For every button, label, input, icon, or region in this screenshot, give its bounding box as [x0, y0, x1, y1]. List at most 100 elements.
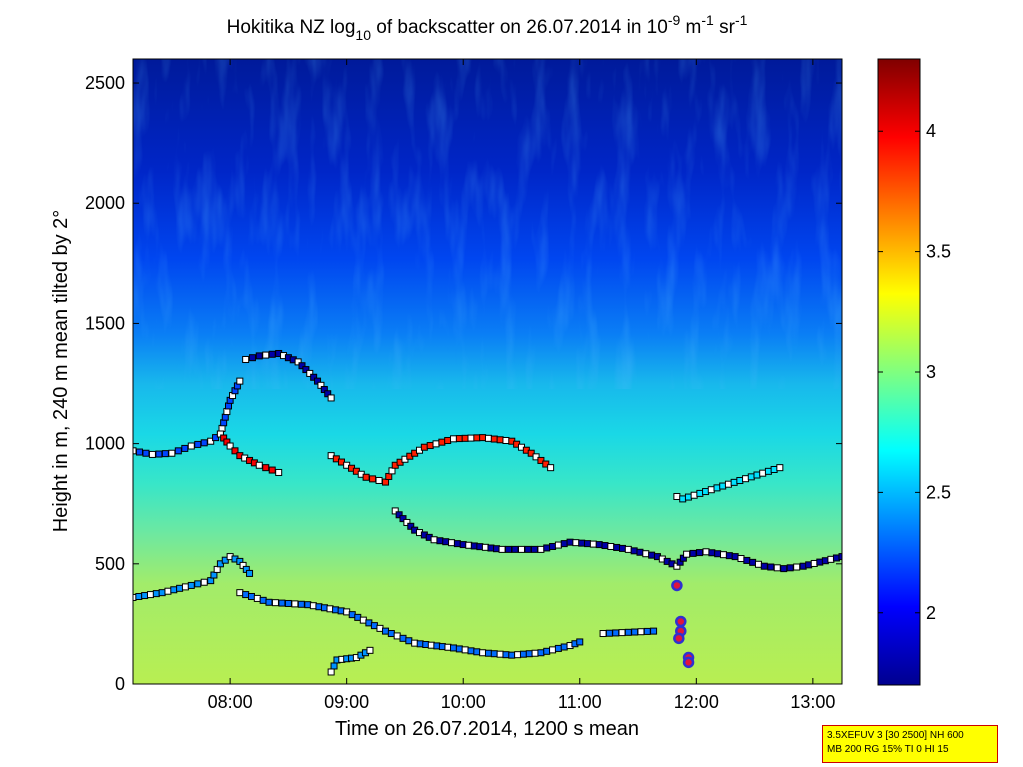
layer-marker [731, 553, 739, 561]
layer-marker [714, 550, 722, 558]
layer-marker [194, 580, 202, 588]
layer-marker [560, 540, 568, 548]
layer-marker [605, 629, 613, 637]
layer-marker [838, 553, 842, 561]
layer-marker [231, 447, 239, 455]
layer-marker [170, 586, 178, 594]
layer-marker [242, 591, 250, 599]
x-tick-label: 12:00 [674, 692, 719, 712]
layer-marker [612, 629, 620, 637]
layer-marker [453, 540, 461, 548]
layer-marker [643, 627, 651, 635]
layer-marker [675, 615, 687, 628]
layer-marker [490, 650, 498, 658]
layer-marker [511, 545, 519, 553]
layer-marker [467, 647, 475, 655]
layer-marker [601, 542, 609, 550]
layer-marker [455, 645, 463, 653]
layer-marker [724, 480, 732, 488]
layer-marker [200, 439, 208, 447]
y-tick-label: 1000 [85, 434, 125, 454]
layer-marker [473, 434, 481, 442]
layer-marker [194, 440, 202, 448]
layer-marker [200, 578, 208, 586]
layer-markers [133, 349, 842, 676]
colorbar: 2 2.5 3 3.5 4 [877, 58, 951, 686]
layer-marker [607, 543, 615, 550]
layer-marker [246, 569, 254, 577]
layer-marker [248, 354, 256, 362]
layer-marker [537, 456, 545, 464]
layer-marker [210, 571, 218, 579]
colorbar-tick-label: 3 [926, 362, 936, 382]
layer-marker [155, 450, 163, 458]
layer-marker [253, 594, 261, 602]
layer-marker [187, 442, 195, 450]
layer-marker [786, 564, 794, 572]
layer-marker [637, 628, 645, 636]
layer-marker [484, 434, 492, 442]
colorbar-tick-label: 2.5 [926, 482, 951, 502]
layer-marker [543, 647, 551, 655]
layer-marker [221, 413, 229, 421]
colorbar-gradient [878, 59, 920, 685]
layer-marker [689, 549, 697, 557]
layer-marker [362, 473, 370, 481]
x-tick-label: 11:00 [558, 692, 602, 712]
layer-marker [135, 593, 143, 600]
layer-marker [216, 560, 224, 568]
layer-marker [388, 467, 396, 475]
layer-marker [673, 632, 685, 645]
y-tick-label: 500 [95, 554, 125, 574]
layer-marker [375, 476, 383, 484]
layer-marker [713, 484, 721, 492]
layer-marker [265, 598, 273, 606]
layer-marker [648, 551, 656, 559]
layer-marker [306, 369, 314, 377]
layer-marker [479, 649, 487, 657]
processing-info-box: 3.5XEFUV 3 [30 2500] NH 600 MB 200 RG 15… [822, 725, 998, 763]
layer-marker [613, 543, 621, 551]
layer-marker [442, 538, 450, 546]
layer-marker [455, 435, 463, 443]
layer-marker [576, 638, 584, 646]
layer-marker [432, 440, 440, 448]
chart-title: Hokitika NZ log10 of backscatter on 26.0… [227, 12, 748, 43]
layer-marker [737, 555, 745, 563]
layer-marker [767, 563, 775, 571]
colorbar-tick-label: 3.5 [926, 242, 951, 262]
layer-marker [572, 539, 580, 547]
y-tick-label: 0 [115, 674, 125, 694]
layer-marker [527, 449, 535, 457]
y-tick-label: 2000 [85, 193, 125, 213]
layer-marker [181, 444, 189, 452]
layer-marker [174, 447, 182, 455]
layer-marker [624, 545, 632, 553]
layer-marker [268, 350, 276, 358]
layer-marker [426, 442, 434, 450]
y-axis-label: Height in m, 240 m mean tilted by 2° [50, 210, 72, 533]
layer-marker [242, 355, 250, 363]
x-axis: 08:00 09:00 10:00 11:00 12:00 13:00 [208, 59, 835, 712]
layer-marker [537, 649, 545, 657]
layer-marker [708, 549, 716, 557]
layer-marker [549, 646, 557, 654]
layer-marker [262, 351, 270, 359]
layer-marker [780, 565, 788, 573]
layer-marker [225, 402, 233, 410]
layer-marker [578, 539, 586, 547]
layer-marker [683, 550, 691, 558]
layer-marker [517, 545, 525, 553]
x-tick-label: 13:00 [790, 692, 835, 712]
layer-marker [589, 540, 597, 548]
layer-marker [624, 628, 632, 636]
layer-marker [531, 649, 539, 657]
layer-marker [271, 599, 279, 607]
info-line-1: 3.5XEFUV 3 [30 2500] NH 600 [827, 730, 964, 741]
layer-marker [514, 651, 522, 659]
layer-marker [226, 442, 234, 450]
layer-marker [496, 650, 504, 658]
layer-marker [135, 448, 143, 456]
layer-marker [753, 471, 761, 479]
